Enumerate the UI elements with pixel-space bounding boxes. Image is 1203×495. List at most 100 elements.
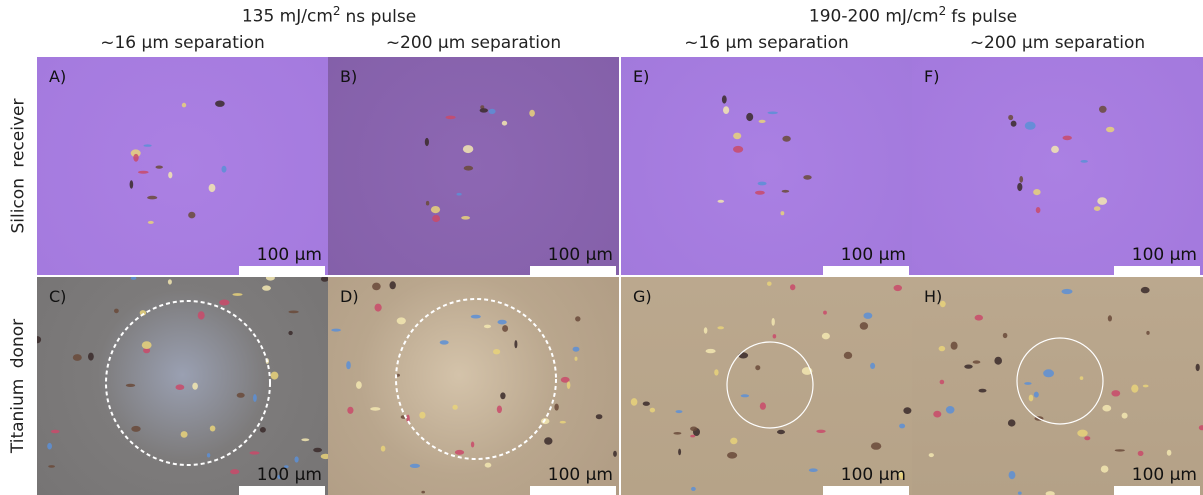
particle	[168, 172, 172, 179]
particle	[678, 449, 681, 456]
particle	[372, 283, 381, 291]
particle	[933, 411, 941, 418]
scale-bar-label: 100 µm	[257, 465, 322, 485]
particle	[767, 282, 772, 286]
particle	[410, 464, 420, 468]
particle	[529, 110, 535, 117]
particle	[480, 108, 488, 112]
particle	[929, 453, 934, 457]
particle	[809, 468, 818, 472]
particle	[1099, 106, 1107, 113]
particle	[88, 353, 94, 361]
figure: 135 mJ/cm2ns pulse 190-200 mJ/cm2fs puls…	[0, 0, 1203, 495]
particle	[471, 315, 481, 319]
particle	[560, 421, 566, 424]
particles	[328, 277, 619, 495]
particle	[1101, 466, 1109, 473]
particle	[47, 443, 52, 450]
particle	[746, 113, 753, 121]
particle	[452, 405, 457, 410]
particle	[673, 432, 681, 435]
particle	[182, 103, 186, 108]
panel-label: G)	[633, 287, 652, 306]
particle	[288, 311, 298, 314]
particle	[994, 357, 1002, 365]
micrograph-panel: B)100 µm	[328, 57, 619, 275]
particle	[690, 427, 697, 432]
particle	[1106, 127, 1114, 133]
particle	[758, 182, 767, 186]
particle	[718, 200, 725, 203]
particle	[222, 166, 227, 173]
particle	[1029, 395, 1034, 402]
particle	[142, 341, 152, 349]
particle	[782, 136, 790, 142]
particle	[1017, 183, 1022, 191]
particle	[313, 448, 322, 453]
particle	[613, 451, 617, 457]
superscript: 2	[939, 4, 947, 18]
scale-bar	[823, 266, 909, 275]
particle	[860, 322, 868, 330]
row-label: Titanium donor	[0, 277, 36, 495]
column-label: ~200 µm separation	[912, 33, 1203, 53]
particle	[1094, 206, 1101, 211]
particle	[114, 309, 119, 314]
ablation-circle	[396, 299, 556, 459]
particle	[631, 398, 638, 406]
particle	[1034, 392, 1039, 398]
scale-bar	[823, 486, 909, 495]
particle	[575, 316, 580, 321]
particle	[790, 284, 795, 290]
particle	[502, 121, 507, 126]
ablation-circle	[106, 301, 270, 465]
micrograph-panel: E)100 µm	[621, 57, 912, 275]
particles	[912, 277, 1203, 495]
particle	[755, 365, 760, 370]
particles	[621, 57, 912, 275]
scale-bar	[1114, 486, 1200, 495]
particle	[250, 451, 260, 454]
scale-bar	[1114, 266, 1200, 275]
particle	[946, 406, 955, 414]
particle	[773, 334, 777, 338]
micrograph-panel: C) 100 µm	[37, 277, 328, 495]
particle	[1009, 471, 1016, 479]
particle	[262, 285, 271, 290]
particle	[1081, 160, 1088, 163]
particle	[207, 453, 210, 457]
micrograph-panel: A)100 µm	[37, 57, 328, 275]
particle	[1018, 492, 1022, 495]
panel-label: C)	[49, 287, 66, 306]
particle	[870, 363, 875, 369]
particle	[37, 336, 41, 343]
particle	[816, 430, 825, 433]
panel-label: A)	[49, 67, 66, 86]
particle	[781, 211, 785, 215]
particle	[498, 320, 507, 325]
panel-label: E)	[633, 67, 649, 86]
particle	[1097, 197, 1107, 205]
particle	[782, 190, 790, 193]
row-label-text: Titanium donor	[8, 319, 28, 453]
particle	[1199, 425, 1203, 430]
superscript: 2	[333, 4, 341, 18]
particle	[321, 277, 328, 282]
row-label: Silicon receiver	[0, 57, 36, 275]
particle	[760, 402, 766, 409]
particle	[425, 138, 429, 146]
particle	[596, 414, 603, 419]
particle	[1143, 385, 1149, 388]
particle	[1115, 449, 1125, 451]
particle	[133, 154, 138, 162]
particle	[717, 326, 724, 329]
particle	[871, 442, 881, 449]
panel-label: H)	[924, 287, 942, 306]
particle	[390, 281, 396, 289]
particle	[331, 329, 341, 332]
particle	[375, 304, 382, 312]
particle	[356, 381, 362, 389]
particle	[1051, 146, 1059, 153]
particle	[733, 133, 741, 140]
particle	[502, 325, 508, 332]
